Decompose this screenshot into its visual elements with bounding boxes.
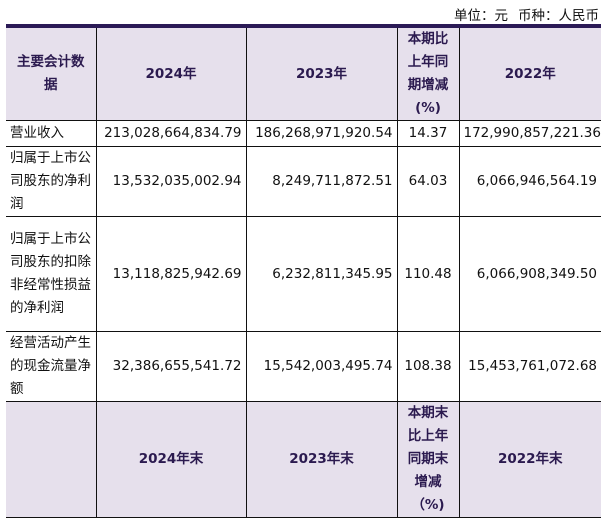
- row-label: 归属于上市公司股东的净利润: [6, 146, 97, 217]
- unit-label: 单位：元: [454, 8, 508, 24]
- cell-2022: 6,066,908,349.50: [458, 216, 601, 332]
- cell-change: 108.38: [396, 331, 460, 402]
- table-row: 营业收入 213,028,664,834.79 186,268,971,920.…: [6, 120, 601, 147]
- currency-label: 币种：人民币: [518, 8, 599, 24]
- cell-2023: 15,542,003,495.74: [245, 331, 398, 402]
- table-row: 归属于上市公司股东的扣除非经常性损益的净利润 13,118,825,942.69…: [6, 216, 601, 332]
- table-header-row: 主要会计数据 2024年 2023年 本期比上年同期增减(%) 2022年: [6, 24, 601, 121]
- unit-note: 单位：元 币种：人民币: [444, 4, 599, 24]
- header-change: 本期比上年同期增减(%): [396, 24, 460, 121]
- cell-change: 14.37: [396, 120, 460, 147]
- header-2022: 2022年: [458, 24, 601, 121]
- cell-2024: 213,028,664,834.79: [95, 120, 247, 147]
- row-label: 营业收入: [6, 120, 97, 147]
- cell-2022: 172,990,857,221.36: [458, 120, 601, 147]
- table-row: 经营活动产生的现金流量净额 32,386,655,541.72 15,542,0…: [6, 331, 601, 402]
- subheader-change: 本期末比上年同期末增减（%): [396, 401, 460, 518]
- header-item: 主要会计数据: [6, 24, 97, 121]
- table-row: 归属于上市公司股东的净利润 13,532,035,002.94 8,249,71…: [6, 146, 601, 217]
- subheader-2022-end: 2022年末: [458, 401, 601, 518]
- subheader-2023-end: 2023年末: [245, 401, 398, 518]
- row-label: 经营活动产生的现金流量净额: [6, 331, 97, 402]
- cell-change: 64.03: [396, 146, 460, 217]
- cell-2023: 6,232,811,345.95: [245, 216, 398, 332]
- cell-2023: 8,249,711,872.51: [245, 146, 398, 217]
- cell-2024: 13,532,035,002.94: [95, 146, 247, 217]
- subheader-item: [6, 401, 97, 518]
- cell-2022: 15,453,761,072.68: [458, 331, 601, 402]
- cell-2022: 6,066,946,564.19: [458, 146, 601, 217]
- header-2023: 2023年: [245, 24, 398, 121]
- cell-2024: 13,118,825,942.69: [95, 216, 247, 332]
- subheader-2024-end: 2024年末: [95, 401, 247, 518]
- cell-2024: 32,386,655,541.72: [95, 331, 247, 402]
- key-accounting-data-table: 主要会计数据 2024年 2023年 本期比上年同期增减(%) 2022年 营业…: [6, 24, 601, 518]
- header-2024: 2024年: [95, 24, 247, 121]
- row-label: 归属于上市公司股东的扣除非经常性损益的净利润: [6, 216, 97, 332]
- cell-change: 110.48: [396, 216, 460, 332]
- cell-2023: 186,268,971,920.54: [245, 120, 398, 147]
- table-subheader-row: 2024年末 2023年末 本期末比上年同期末增减（%) 2022年末: [6, 401, 601, 518]
